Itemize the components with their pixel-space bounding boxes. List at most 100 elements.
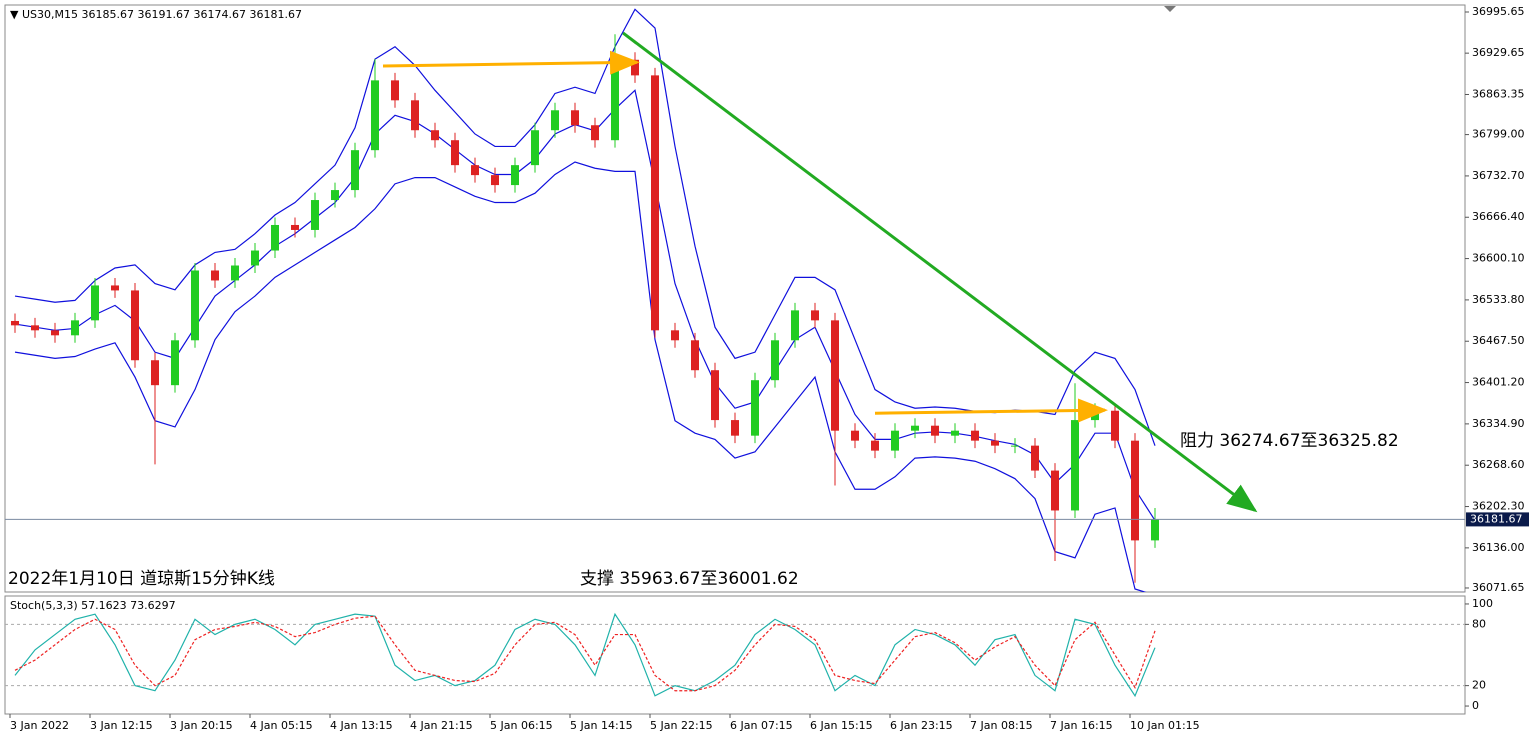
candle-body — [831, 320, 839, 431]
annotation-title: 2022年1月10日 道琼斯15分钟K线 — [8, 569, 275, 589]
band-upper — [14, 8, 1156, 446]
candle-body — [251, 250, 259, 266]
candle-body — [791, 310, 799, 341]
price-tag — [1466, 512, 1529, 527]
candle-body — [1011, 445, 1019, 447]
main-panel — [4, 4, 1466, 593]
stoch-line — [14, 612, 1156, 698]
shift-marker — [1164, 6, 1176, 12]
y-tick-label: 36268.60 — [1472, 458, 1525, 471]
candle-body — [811, 310, 819, 321]
candle-body — [471, 165, 479, 176]
x-tick-label: 6 Jan 23:15 — [890, 719, 953, 732]
candle-body — [231, 265, 239, 281]
y-tick-label: 36467.50 — [1472, 334, 1525, 347]
candle-body — [591, 125, 599, 141]
candle-body — [491, 175, 499, 186]
candle-body — [111, 285, 119, 291]
y-tick-label: 36600.10 — [1472, 252, 1525, 265]
candle-body — [1031, 445, 1039, 471]
x-tick-label: 3 Jan 2022 — [10, 719, 69, 732]
candle-body — [511, 165, 519, 186]
stoch-label: Stoch(5,3,3) — [10, 599, 78, 612]
trend-line — [874, 398, 1108, 423]
y-tick-label: 36071.65 — [1472, 581, 1525, 594]
candle-body — [271, 224, 279, 251]
candle-body — [411, 100, 419, 131]
band-middle — [14, 89, 1156, 521]
x-tick-label: 10 Jan 01:15 — [1130, 719, 1200, 732]
x-tick-label: 6 Jan 07:15 — [730, 719, 793, 732]
y-tick-label: 36334.90 — [1472, 417, 1525, 430]
y-tick-label: 36401.20 — [1472, 376, 1525, 389]
y-tick-label: 36732.70 — [1472, 169, 1525, 182]
candle-body — [571, 110, 579, 126]
candle-body — [1111, 410, 1119, 441]
trend-line — [622, 31, 1258, 513]
annotation-resistance: 阻力 36274.67至36325.82 — [1180, 431, 1399, 451]
x-tick-label: 5 Jan 14:15 — [570, 719, 633, 732]
x-tick-label: 5 Jan 06:15 — [490, 719, 553, 732]
trend-line — [382, 50, 640, 75]
candle-body — [911, 425, 919, 431]
candle-body — [691, 340, 699, 371]
bar-open: 36185.67 — [81, 8, 134, 21]
y-tick-label: 36929.65 — [1472, 46, 1525, 59]
candle-body — [951, 430, 959, 436]
candle-body — [51, 330, 59, 336]
candle-body — [731, 420, 739, 436]
sub-panel — [4, 595, 1466, 715]
candle-body — [391, 80, 399, 101]
x-tick-label: 7 Jan 16:15 — [1050, 719, 1113, 732]
symbol: US30,M15 — [22, 8, 78, 21]
x-tick-label: 3 Jan 20:15 — [170, 719, 233, 732]
candle-body — [11, 320, 19, 326]
stoch-tick-label: 100 — [1472, 597, 1493, 610]
x-tick-label: 3 Jan 12:15 — [90, 719, 153, 732]
stoch-tick-label: 20 — [1472, 679, 1486, 692]
candle-body — [871, 440, 879, 451]
stoch-header: Stoch(5,3,3) 57.1623 73.6297 — [10, 599, 176, 612]
annotation-support: 支撑 35963.67至36001.62 — [580, 569, 799, 589]
candle-body — [751, 380, 759, 436]
candle-body — [351, 150, 359, 191]
candle-body — [1131, 440, 1139, 541]
y-tick-label: 36666.40 — [1472, 210, 1525, 223]
y-tick-label: 36533.80 — [1472, 293, 1525, 306]
y-tick-label: 36863.35 — [1472, 87, 1525, 100]
candle-body — [191, 270, 199, 341]
candle-body — [851, 430, 859, 441]
y-tick-label: 36136.00 — [1472, 541, 1525, 554]
candle-body — [311, 200, 319, 230]
stoch-line — [14, 615, 1156, 692]
x-tick-label: 4 Jan 13:15 — [330, 719, 393, 732]
candle-body — [711, 370, 719, 421]
symbol-header: ▼ US30,M15 36185.67 36191.67 36174.67 36… — [10, 8, 302, 21]
candle-body — [651, 75, 659, 331]
candle-body — [611, 59, 619, 141]
candle-body — [991, 440, 999, 446]
candle-body — [371, 80, 379, 151]
candle-body — [31, 325, 39, 331]
candle-body — [671, 330, 679, 341]
candle-body — [151, 360, 159, 386]
x-tick-label: 7 Jan 08:15 — [970, 719, 1033, 732]
x-tick-label: 6 Jan 15:15 — [810, 719, 873, 732]
candle-body — [771, 340, 779, 381]
candle-body — [211, 270, 219, 281]
bar-close: 36181.67 — [249, 8, 302, 21]
candle-body — [91, 285, 99, 321]
bar-high: 36191.67 — [137, 8, 190, 21]
candle-body — [531, 130, 539, 166]
x-tick-label: 4 Jan 21:15 — [410, 719, 473, 732]
y-tick-label: 36995.65 — [1472, 5, 1525, 18]
x-tick-label: 4 Jan 05:15 — [250, 719, 313, 732]
band-lower — [14, 161, 1147, 592]
candle-body — [1091, 410, 1099, 421]
stoch-main: 57.1623 — [81, 599, 127, 612]
stoch-signal: 73.6297 — [130, 599, 176, 612]
stoch-tick-label: 80 — [1472, 617, 1486, 630]
y-tick-label: 36799.00 — [1472, 128, 1525, 141]
candle-body — [891, 430, 899, 451]
